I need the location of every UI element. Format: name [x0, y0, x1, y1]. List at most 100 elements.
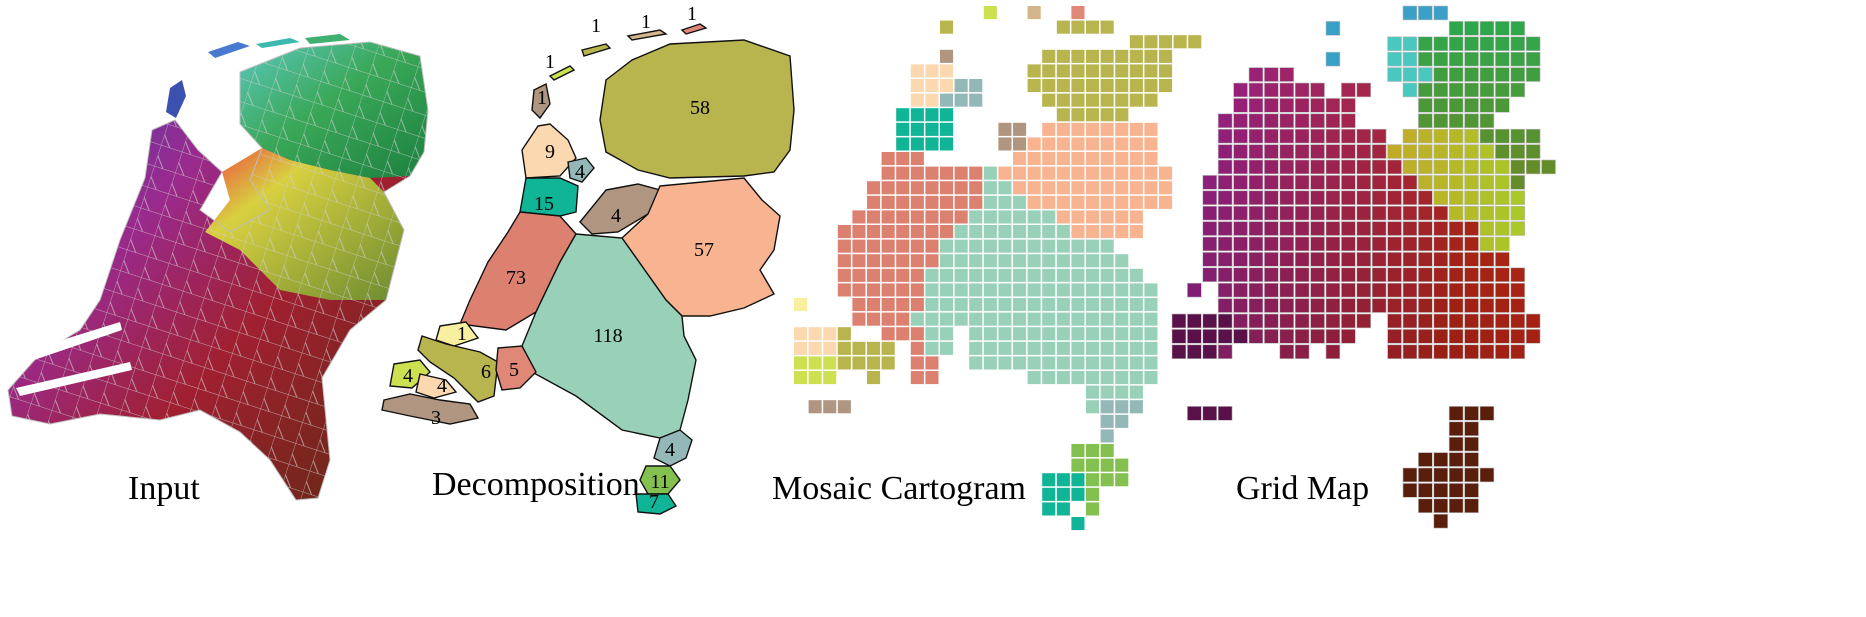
grid-tile — [1056, 195, 1070, 209]
grid-tile — [867, 356, 881, 370]
grid-tile — [1402, 236, 1418, 252]
grid-tile — [1071, 79, 1085, 93]
grid-tile — [1071, 6, 1085, 20]
grid-tile — [998, 312, 1012, 326]
grid-tile — [1129, 49, 1143, 63]
grid-tile — [1233, 282, 1248, 298]
grid-tile — [1479, 329, 1495, 344]
grid-tile — [1027, 137, 1041, 151]
grid-tile — [954, 268, 968, 282]
grid-tile — [925, 93, 939, 107]
grid-tile — [1086, 239, 1100, 253]
grid-tile — [1056, 341, 1070, 355]
input-caption: Input — [128, 470, 200, 507]
grid-tile — [1356, 313, 1372, 329]
grid-tile — [1402, 313, 1418, 329]
grid-tile — [1510, 82, 1525, 98]
grid-tile — [1371, 205, 1387, 221]
grid-tile — [969, 356, 983, 370]
grid-tile — [1202, 344, 1217, 359]
grid-tile — [1479, 267, 1495, 282]
grid-tile — [1464, 205, 1479, 221]
grid-tile — [1371, 190, 1387, 206]
grid-tile — [1115, 356, 1129, 370]
grid-tile — [1418, 467, 1433, 483]
grid-tile — [969, 93, 983, 107]
grid-tile — [1129, 137, 1143, 151]
grid-tile — [1115, 49, 1129, 63]
grid-tile — [1325, 282, 1341, 298]
grid-tile — [794, 327, 808, 341]
grid-tile — [1248, 128, 1264, 144]
grid-tile — [1279, 236, 1295, 252]
mosaic-grid — [794, 6, 1202, 531]
grid-tile — [1159, 181, 1173, 195]
grid-tile — [925, 181, 939, 195]
grid-tile — [1341, 144, 1356, 159]
grid-tile — [1248, 82, 1264, 98]
grid-tile — [1144, 64, 1158, 78]
grid-tile — [1129, 79, 1143, 93]
grid-tile — [1279, 113, 1295, 129]
grid-tile — [881, 254, 895, 268]
grid-tile — [1086, 283, 1100, 297]
grid-tile — [1129, 385, 1143, 399]
grid-tile — [1217, 221, 1233, 236]
grid-tile — [1144, 93, 1158, 107]
grid-tile — [1387, 282, 1402, 298]
grid-tile — [1294, 82, 1310, 98]
grid-tile — [1056, 283, 1070, 297]
grid-tile — [1248, 282, 1264, 298]
grid-tile — [1433, 205, 1448, 221]
grid-tile — [852, 298, 866, 312]
grid-tile — [1294, 329, 1310, 344]
grid-tile — [1495, 221, 1510, 236]
grid-tile — [1264, 313, 1279, 329]
grid-tile — [1100, 152, 1114, 166]
grid-tile — [1144, 79, 1158, 93]
grid-tile — [1042, 181, 1056, 195]
grid-tile — [1341, 252, 1356, 267]
grid-tile — [881, 210, 895, 224]
grid-tile — [1129, 93, 1143, 107]
grid-tile — [1042, 341, 1056, 355]
grid-tile — [1071, 64, 1085, 78]
grid-tile — [1433, 51, 1448, 67]
region-zeeland-4b — [415, 373, 458, 399]
grid-tile — [910, 152, 924, 166]
grid-tile — [1479, 406, 1495, 421]
grid-tile — [1387, 159, 1402, 175]
grid-tile — [1510, 190, 1525, 206]
region-label: 4 — [611, 205, 621, 227]
grid-tile — [1071, 108, 1085, 122]
region-zeeland-1 — [435, 321, 480, 347]
grid-tile — [1341, 159, 1356, 175]
grid-tile — [969, 225, 983, 239]
grid-tile — [1071, 298, 1085, 312]
grid-tile — [1495, 252, 1510, 267]
grid-tile — [1248, 67, 1264, 82]
grid-tile — [954, 93, 968, 107]
grid-tile — [1325, 329, 1341, 344]
grid-tile — [808, 371, 822, 385]
grid-tile — [1387, 205, 1402, 221]
grid-tile — [1279, 128, 1295, 144]
grid-tile — [881, 356, 895, 370]
grid-tile — [837, 268, 851, 282]
grid-tile — [1448, 498, 1464, 513]
grid-tile — [1233, 98, 1248, 113]
grid-tile — [1115, 458, 1129, 472]
region-label: 15 — [534, 193, 554, 215]
grid-tile — [1129, 195, 1143, 209]
grid-tile — [954, 79, 968, 93]
grid-tile — [969, 341, 983, 355]
grid-tile — [983, 225, 997, 239]
grid-tile — [1171, 329, 1187, 344]
grid-tile — [910, 64, 924, 78]
grid-tile — [969, 327, 983, 341]
grid-tile — [1071, 254, 1085, 268]
grid-tile — [940, 137, 954, 151]
grid-tile — [1115, 152, 1129, 166]
grid-tile — [1525, 329, 1541, 344]
input-panel: Input — [0, 0, 460, 617]
